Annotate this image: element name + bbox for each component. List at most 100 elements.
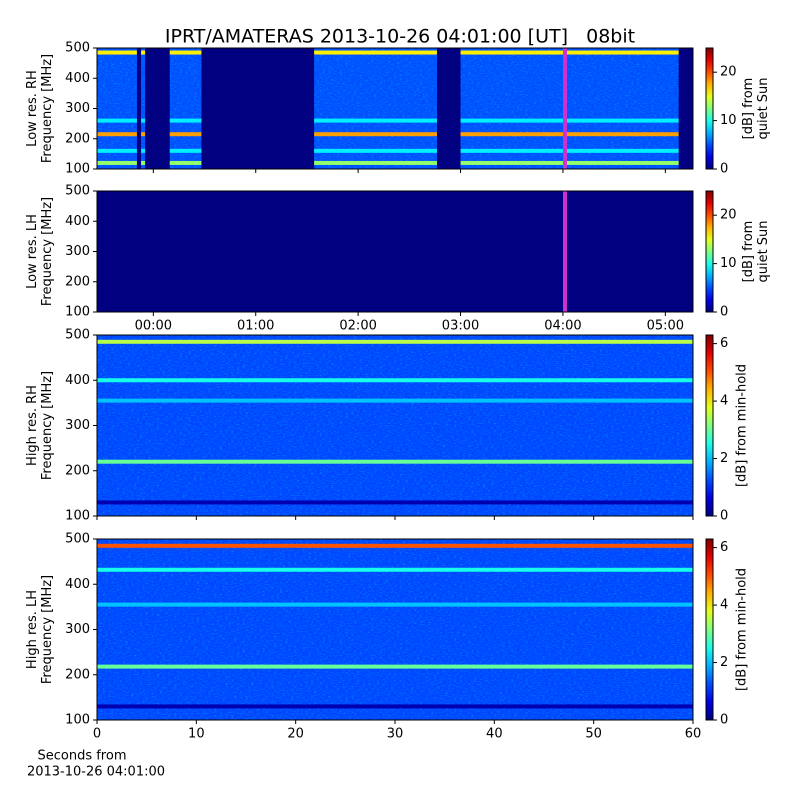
colorbar-tick-label: 6 bbox=[720, 336, 728, 351]
y-tick-label: 500 bbox=[65, 184, 90, 199]
y-axis-label: Low res. LH bbox=[25, 214, 40, 289]
colorbar-tick-label: 0 bbox=[720, 305, 728, 320]
y-tick-label: 200 bbox=[65, 274, 90, 289]
band bbox=[97, 704, 693, 709]
data-gap bbox=[678, 48, 693, 169]
x-tick-label: 03:00 bbox=[442, 319, 479, 334]
plot-area bbox=[97, 191, 693, 312]
colorbar-tick-label: 4 bbox=[720, 394, 728, 409]
data-gap bbox=[436, 48, 461, 169]
y-tick-label: 300 bbox=[65, 622, 90, 637]
colorbar-tick-label: 4 bbox=[720, 598, 728, 613]
band bbox=[97, 378, 693, 383]
x-tick-label: 04:00 bbox=[544, 319, 581, 334]
colorbar bbox=[705, 47, 714, 170]
y-tick-label: 400 bbox=[65, 373, 90, 388]
noise-texture bbox=[97, 539, 693, 720]
time-marker bbox=[562, 48, 567, 169]
plot-area bbox=[97, 48, 693, 169]
noise-texture bbox=[97, 48, 693, 169]
y-tick-label: 500 bbox=[65, 41, 90, 56]
y-tick-label: 400 bbox=[65, 71, 90, 86]
band bbox=[97, 664, 693, 669]
band bbox=[97, 132, 693, 137]
data-gap bbox=[136, 48, 142, 169]
y-tick-label: 500 bbox=[65, 328, 90, 343]
x-tick-label: 02:00 bbox=[339, 319, 376, 334]
colorbar-label: [dB] from bbox=[741, 221, 756, 283]
x-tick-label: 10 bbox=[188, 727, 205, 742]
colorbar-tick-label: 6 bbox=[720, 540, 728, 555]
colorbar-label: [dB] from min-hold bbox=[735, 364, 750, 487]
colorbar-label: quiet Sun bbox=[756, 220, 771, 282]
footer-line: 2013-10-26 04:01:00 bbox=[27, 765, 165, 780]
y-tick-label: 100 bbox=[65, 305, 90, 320]
y-tick-label: 200 bbox=[65, 667, 90, 682]
band bbox=[97, 543, 693, 548]
y-tick-label: 300 bbox=[65, 244, 90, 259]
y-axis-label: Frequency [MHz] bbox=[40, 371, 55, 480]
y-axis-label: High res. RH bbox=[25, 385, 40, 466]
colorbar-tick-label: 2 bbox=[720, 655, 728, 670]
time-marker bbox=[562, 191, 567, 312]
colorbar-tick-label: 2 bbox=[720, 451, 728, 466]
colorbar-label: quiet Sun bbox=[756, 77, 771, 139]
x-tick-label: 05:00 bbox=[647, 319, 684, 334]
heatmap-background bbox=[97, 191, 693, 312]
band bbox=[97, 500, 693, 505]
footer-line: Seconds from bbox=[37, 749, 126, 764]
colorbar-tick-label: 20 bbox=[720, 65, 737, 80]
noise-texture bbox=[97, 335, 693, 516]
band bbox=[97, 567, 693, 572]
plot-area bbox=[97, 335, 693, 516]
y-tick-label: 300 bbox=[65, 418, 90, 433]
y-tick-label: 400 bbox=[65, 214, 90, 229]
band bbox=[97, 398, 693, 403]
colorbar-tick-label: 10 bbox=[720, 256, 737, 271]
y-tick-label: 100 bbox=[65, 162, 90, 177]
y-tick-label: 300 bbox=[65, 101, 90, 116]
y-tick-label: 400 bbox=[65, 577, 90, 592]
y-axis-label: High res. LH bbox=[25, 590, 40, 669]
band bbox=[97, 118, 693, 123]
colorbar bbox=[705, 538, 714, 721]
colorbar-tick-label: 10 bbox=[720, 113, 737, 128]
x-tick-label: 30 bbox=[387, 727, 404, 742]
x-tick-label: 40 bbox=[486, 727, 503, 742]
colorbar-tick-label: 0 bbox=[720, 713, 728, 728]
data-gap bbox=[201, 48, 315, 169]
band bbox=[97, 459, 693, 464]
y-tick-label: 100 bbox=[65, 509, 90, 524]
x-tick-label: 20 bbox=[287, 727, 304, 742]
y-tick-label: 200 bbox=[65, 131, 90, 146]
band bbox=[97, 148, 693, 153]
x-tick-label: 50 bbox=[585, 727, 602, 742]
y-tick-label: 100 bbox=[65, 713, 90, 728]
band bbox=[97, 339, 693, 344]
y-axis-label: Low res. RH bbox=[25, 70, 40, 147]
x-tick-label: 60 bbox=[685, 727, 702, 742]
band bbox=[97, 50, 693, 55]
colorbar-tick-label: 0 bbox=[720, 162, 728, 177]
y-axis-label: Frequency [MHz] bbox=[40, 54, 55, 163]
x-tick-label: 0 bbox=[93, 727, 101, 742]
colorbar bbox=[705, 334, 714, 517]
colorbar-tick-label: 20 bbox=[720, 208, 737, 223]
x-tick-label: 01:00 bbox=[237, 319, 274, 334]
colorbar-label: [dB] from min-hold bbox=[735, 568, 750, 691]
colorbar-label: [dB] from bbox=[741, 78, 756, 140]
figure-title: IPRT/AMATERAS 2013-10-26 04:01:00 [UT] 0… bbox=[165, 26, 635, 48]
y-axis-label: Frequency [MHz] bbox=[40, 575, 55, 684]
plot-area bbox=[97, 539, 693, 720]
x-tick-label: 00:00 bbox=[135, 319, 172, 334]
colorbar-tick-label: 0 bbox=[720, 509, 728, 524]
data-gap bbox=[145, 48, 170, 169]
band bbox=[97, 160, 693, 165]
band bbox=[97, 602, 693, 607]
colorbar bbox=[705, 190, 714, 313]
y-axis-label: Frequency [MHz] bbox=[40, 197, 55, 306]
y-tick-label: 200 bbox=[65, 463, 90, 478]
y-tick-label: 500 bbox=[65, 532, 90, 547]
